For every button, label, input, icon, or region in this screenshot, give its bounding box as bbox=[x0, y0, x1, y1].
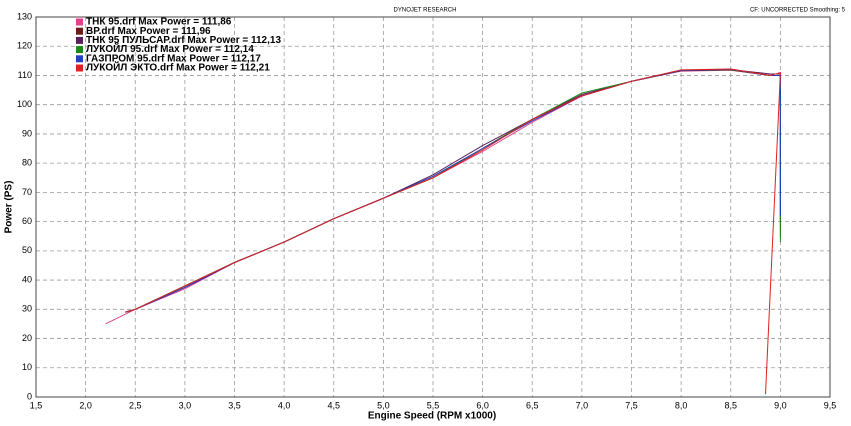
y-tick-label: 100 bbox=[17, 99, 32, 109]
y-tick-label: 110 bbox=[18, 70, 32, 80]
legend-label: ГАЗПРОМ 95.drf Max Power = 112,17 bbox=[86, 53, 261, 64]
x-tick-label: 4,0 bbox=[278, 400, 291, 410]
legend-swatch bbox=[76, 27, 83, 35]
x-tick-label: 7,0 bbox=[576, 400, 589, 410]
legend-swatch bbox=[76, 18, 83, 26]
x-tick-label: 7,5 bbox=[625, 400, 638, 410]
legend-label: ЛУКОЙЛ 95.drf Max Power = 112,14 bbox=[86, 42, 254, 55]
y-tick-label: 80 bbox=[22, 158, 32, 168]
y-axis-title: Power (PS) bbox=[4, 181, 15, 234]
y-tick-label: 120 bbox=[17, 41, 32, 51]
legend-label: BP.drf Max Power = 111,96 bbox=[86, 26, 211, 37]
y-tick-label: 0 bbox=[27, 391, 32, 401]
x-tick-label: 8,0 bbox=[675, 400, 688, 410]
y-tick-label: 130 bbox=[17, 11, 32, 21]
x-tick-label: 2,5 bbox=[129, 400, 142, 410]
x-tick-label: 3,0 bbox=[179, 400, 192, 410]
x-tick-label: 9,5 bbox=[824, 400, 837, 410]
power-curve bbox=[105, 69, 781, 325]
x-tick-label: 6,0 bbox=[476, 400, 489, 410]
legend-label: ТНК 95.drf Max Power = 111,86 bbox=[86, 17, 232, 28]
y-tick-label: 30 bbox=[22, 304, 32, 314]
power-curve bbox=[125, 69, 781, 313]
y-tick-label: 20 bbox=[22, 333, 32, 343]
legend-label: ЛУКОЙЛ ЭКТО.drf Max Power = 112,21 bbox=[86, 61, 270, 74]
power-curve bbox=[125, 68, 781, 313]
chart-title: DYNOJET RESEARCH bbox=[394, 8, 457, 14]
legend-swatch bbox=[76, 46, 83, 54]
x-tick-label: 2,0 bbox=[79, 400, 92, 410]
x-tick-label: 3,5 bbox=[228, 400, 241, 410]
legend-label: ТНК 95 ПУЛЬСАР.drf Max Power = 112,13 bbox=[86, 35, 281, 46]
x-tick-label: 6,5 bbox=[526, 400, 539, 410]
x-tick-label: 5,0 bbox=[377, 400, 390, 410]
x-tick-label: 1,5 bbox=[30, 400, 43, 410]
chart-subtitle: CF: UNCORRECTED Smoothing: 5 bbox=[750, 8, 846, 14]
y-tick-label: 70 bbox=[22, 187, 32, 197]
y-tick-label: 60 bbox=[22, 216, 32, 226]
x-tick-label: 4,5 bbox=[327, 400, 340, 410]
x-tick-label: 5,5 bbox=[427, 400, 440, 410]
legend-swatch bbox=[76, 36, 83, 44]
x-tick-label: 8,5 bbox=[724, 400, 737, 410]
power-curve bbox=[125, 69, 781, 313]
power-curve bbox=[125, 68, 781, 395]
y-tick-label: 10 bbox=[22, 362, 32, 372]
x-tick-label: 9,0 bbox=[774, 400, 787, 410]
plot-frame bbox=[35, 16, 831, 398]
y-tick-label: 90 bbox=[22, 128, 32, 138]
x-axis-title: Engine Speed (RPM x1000) bbox=[368, 411, 496, 422]
legend-swatch bbox=[76, 64, 83, 72]
y-tick-label: 50 bbox=[22, 245, 32, 255]
legend-swatch bbox=[76, 55, 83, 63]
y-tick-label: 40 bbox=[22, 274, 32, 284]
power-curve bbox=[125, 69, 781, 313]
